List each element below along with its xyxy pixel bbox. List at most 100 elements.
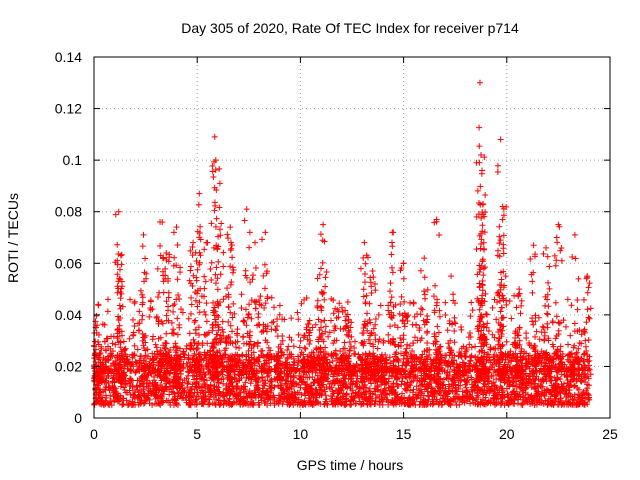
data-point bbox=[353, 400, 360, 407]
data-point bbox=[337, 325, 344, 332]
data-point bbox=[102, 384, 109, 391]
data-point bbox=[163, 249, 170, 256]
data-point bbox=[390, 229, 397, 236]
data-point bbox=[439, 379, 446, 386]
data-point bbox=[388, 239, 395, 246]
data-point bbox=[204, 239, 211, 246]
data-point bbox=[196, 190, 203, 197]
data-point bbox=[169, 382, 176, 389]
data-point bbox=[396, 396, 403, 403]
data-point bbox=[187, 263, 194, 270]
data-point bbox=[367, 340, 374, 347]
data-point bbox=[381, 394, 388, 401]
data-point bbox=[259, 385, 266, 392]
data-point bbox=[381, 385, 388, 392]
data-point bbox=[202, 278, 209, 285]
data-point bbox=[317, 231, 324, 238]
data-point bbox=[527, 401, 534, 408]
data-point bbox=[202, 311, 209, 318]
data-point bbox=[531, 402, 538, 409]
data-point bbox=[270, 392, 277, 399]
data-point bbox=[553, 257, 560, 264]
data-point bbox=[295, 396, 302, 403]
data-point bbox=[323, 268, 330, 275]
data-point bbox=[227, 224, 234, 231]
data-point bbox=[172, 340, 179, 347]
data-point bbox=[207, 382, 214, 389]
data-point bbox=[227, 247, 234, 254]
data-point bbox=[201, 246, 208, 253]
data-point bbox=[360, 286, 367, 293]
data-point bbox=[421, 288, 428, 295]
data-point bbox=[236, 372, 243, 379]
data-point bbox=[290, 401, 297, 408]
data-point bbox=[430, 390, 437, 397]
data-point bbox=[467, 357, 474, 364]
data-point bbox=[462, 378, 469, 385]
data-point bbox=[150, 333, 157, 340]
data-point bbox=[518, 401, 525, 408]
data-point bbox=[228, 239, 235, 246]
data-point bbox=[472, 400, 479, 407]
data-point bbox=[213, 215, 220, 222]
data-point bbox=[208, 220, 215, 227]
data-point bbox=[517, 310, 524, 317]
data-point bbox=[465, 373, 472, 380]
data-point bbox=[352, 380, 359, 387]
data-point bbox=[268, 319, 275, 326]
data-point bbox=[275, 399, 282, 406]
data-point bbox=[414, 377, 421, 384]
data-point bbox=[451, 339, 458, 346]
data-point bbox=[528, 384, 535, 391]
data-point bbox=[524, 380, 531, 387]
data-point bbox=[112, 211, 119, 218]
data-point bbox=[163, 330, 170, 337]
data-point bbox=[157, 382, 164, 389]
data-point bbox=[462, 392, 469, 399]
data-point bbox=[387, 288, 394, 295]
data-point bbox=[451, 328, 458, 335]
data-point bbox=[535, 388, 542, 395]
data-point bbox=[212, 166, 219, 173]
data-point bbox=[575, 345, 582, 352]
data-point bbox=[368, 290, 375, 297]
data-point bbox=[277, 382, 284, 389]
data-point bbox=[544, 310, 551, 317]
data-point bbox=[264, 402, 271, 409]
data-point bbox=[385, 331, 392, 338]
data-point bbox=[500, 245, 507, 252]
data-point bbox=[523, 330, 530, 337]
data-point bbox=[358, 401, 365, 408]
data-point bbox=[363, 394, 370, 401]
data-point bbox=[378, 392, 385, 399]
data-point bbox=[136, 327, 143, 334]
data-point bbox=[533, 328, 540, 335]
data-point bbox=[144, 395, 151, 402]
data-point bbox=[338, 400, 345, 407]
data-point bbox=[501, 402, 508, 409]
data-point bbox=[304, 336, 311, 343]
data-point bbox=[500, 250, 507, 257]
data-point bbox=[250, 272, 257, 279]
data-point bbox=[284, 355, 291, 362]
data-point bbox=[297, 384, 304, 391]
data-point bbox=[236, 344, 243, 351]
data-point bbox=[498, 276, 505, 283]
data-point bbox=[147, 298, 154, 305]
data-point bbox=[208, 277, 215, 284]
data-point bbox=[496, 223, 503, 230]
data-point bbox=[508, 358, 515, 365]
data-point bbox=[387, 323, 394, 330]
data-point bbox=[361, 271, 368, 278]
data-point bbox=[434, 323, 441, 330]
data-point bbox=[191, 319, 198, 326]
data-point bbox=[212, 280, 219, 287]
data-point bbox=[227, 281, 234, 288]
data-point bbox=[252, 265, 259, 272]
data-point bbox=[563, 323, 570, 330]
data-point bbox=[285, 343, 292, 350]
data-point bbox=[419, 351, 426, 358]
data-point bbox=[193, 277, 200, 284]
data-point bbox=[480, 272, 487, 279]
data-point bbox=[352, 400, 359, 407]
